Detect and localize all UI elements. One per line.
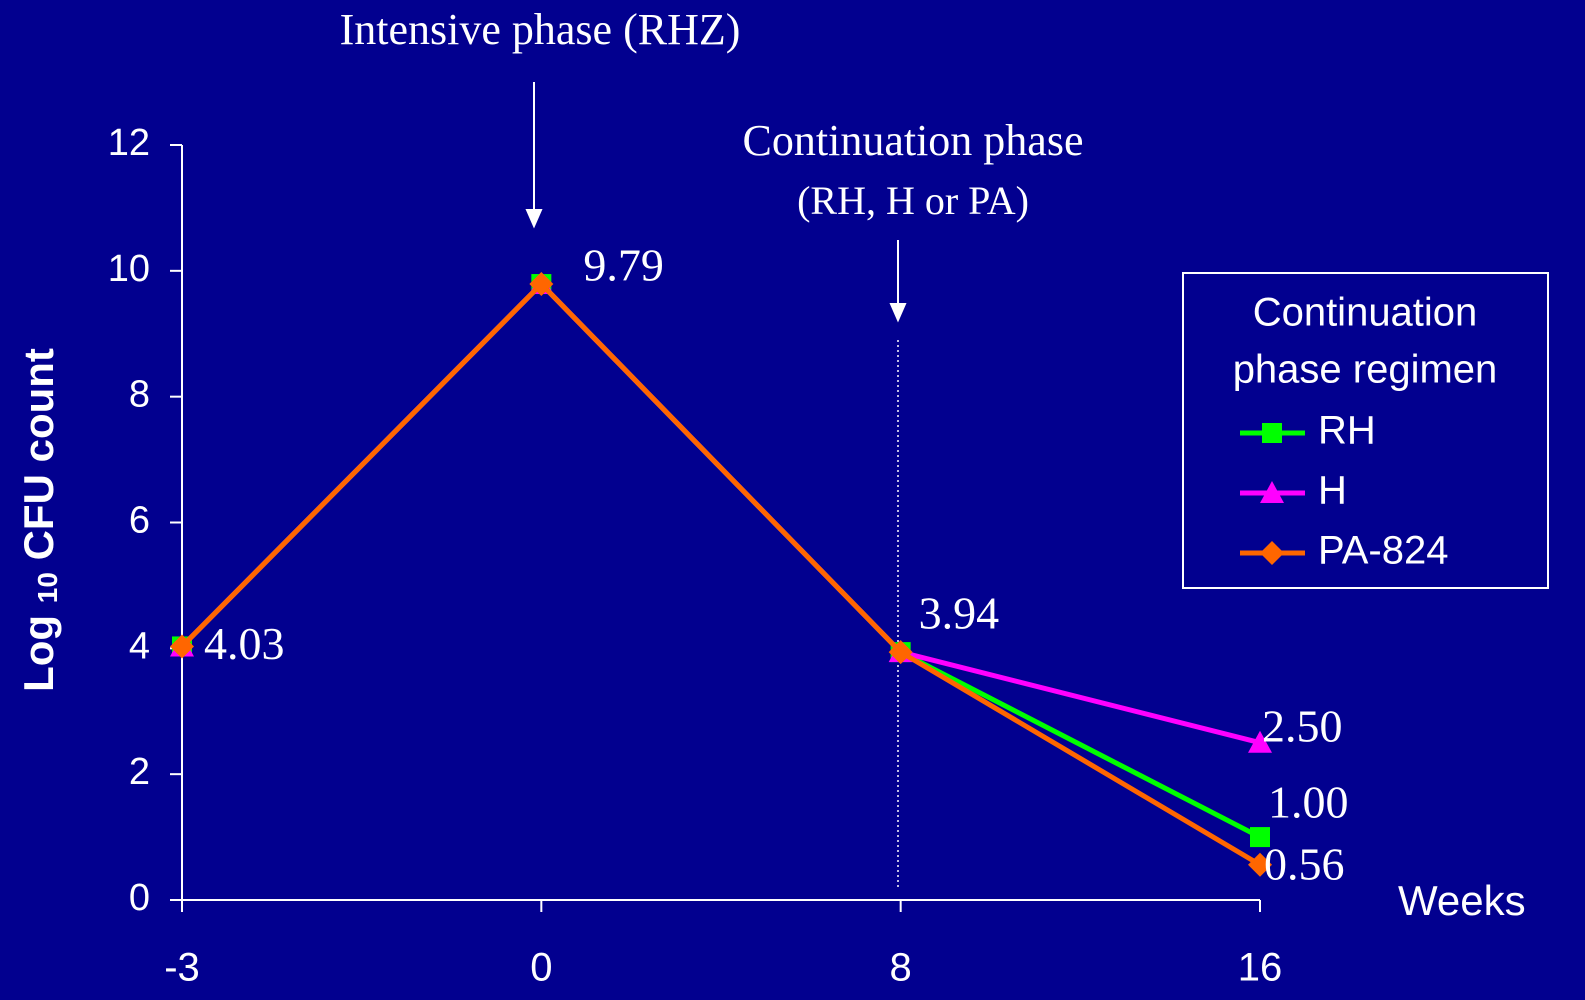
x-tick-label: 8: [890, 946, 912, 990]
y-label-part: CFU count: [15, 348, 62, 560]
y-label-part: Log: [15, 615, 62, 692]
marker: [1250, 827, 1270, 848]
data-label: 4.03: [204, 618, 285, 669]
x-tick-label: -3: [164, 946, 200, 990]
arrow-head: [889, 303, 907, 323]
x-axis-label: Weeks: [1398, 877, 1526, 924]
marker: [529, 272, 554, 297]
y-tick-label: 8: [129, 374, 150, 416]
marker: [170, 634, 194, 659]
legend-label: PA-824: [1318, 529, 1448, 573]
marker: [1260, 541, 1284, 565]
data-label: 0.56: [1264, 838, 1345, 889]
y-label-sub: 10: [32, 572, 63, 603]
annotation: Intensive phase (RHZ): [340, 5, 741, 54]
y-tick-label: 12: [108, 122, 150, 164]
series-line: [180, 281, 1262, 867]
data-label: 2.50: [1262, 700, 1343, 751]
data-label: 9.79: [583, 240, 664, 291]
arrow-head: [525, 209, 543, 229]
x-tick-label: 0: [530, 946, 552, 990]
legend-box: [1182, 272, 1549, 589]
data-label: 3.94: [919, 588, 1000, 639]
marker: [1260, 481, 1284, 503]
marker: [1248, 730, 1272, 753]
y-tick-label: 6: [129, 500, 150, 542]
y-tick-label: 4: [129, 625, 150, 667]
y-axis-label: Log 10 CFU count: [15, 348, 70, 692]
marker: [888, 640, 913, 665]
marker: [1262, 423, 1282, 443]
arrows: [525, 82, 907, 323]
y-tick-label: 2: [129, 751, 150, 793]
x-tick-label: 16: [1238, 946, 1283, 990]
legend-title: Continuation: [1253, 291, 1478, 335]
annotation: (RH, H or PA): [797, 178, 1029, 223]
marker: [1248, 852, 1272, 877]
y-tick-label: 0: [129, 877, 150, 919]
legend-label: H: [1318, 469, 1347, 513]
annotation: Continuation phase: [743, 116, 1084, 165]
legend-title: phase regimen: [1233, 348, 1498, 392]
data-label: 1.00: [1268, 777, 1349, 828]
y-tick-label: 10: [108, 248, 150, 290]
legend-label: RH: [1318, 409, 1376, 453]
